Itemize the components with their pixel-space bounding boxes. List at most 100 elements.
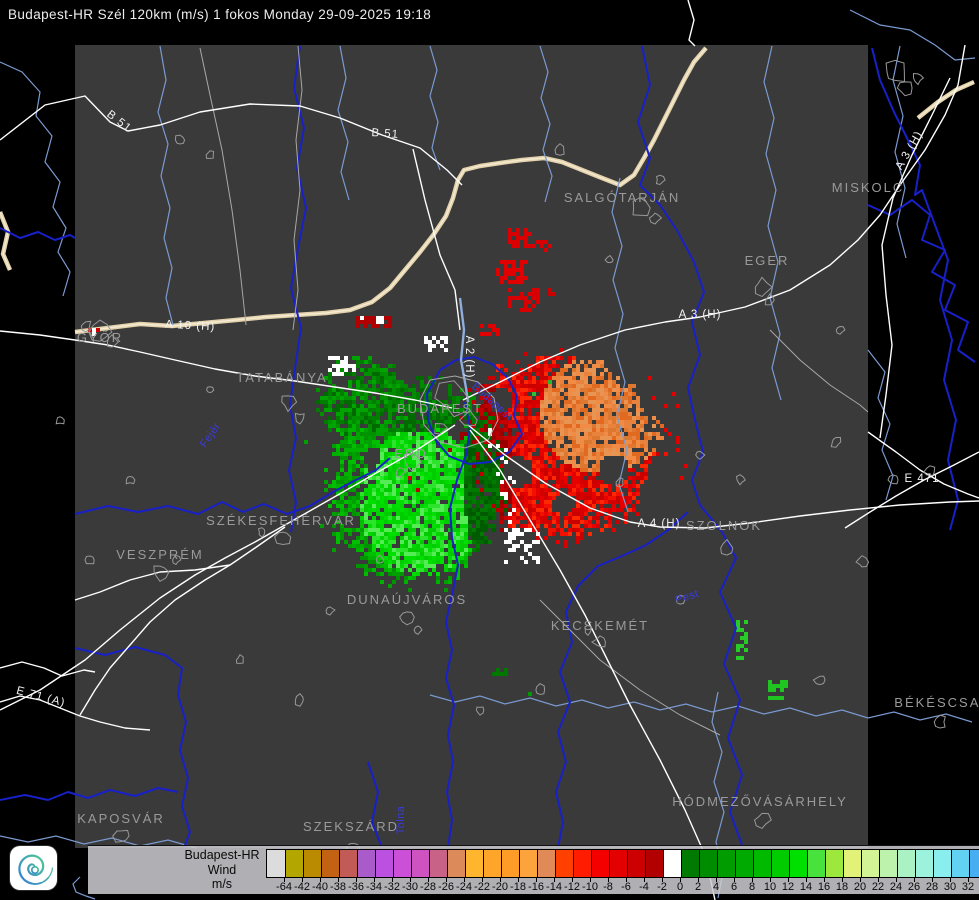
color-scale-tick-label: -30 — [402, 881, 418, 893]
color-scale-tick — [428, 878, 429, 882]
legend-panel: Budapest-HR Wind m/s -64 -42 -40 -38 -36 -34-… — [88, 845, 979, 894]
color-scale-tick-label: -34 — [366, 881, 382, 893]
settlement-outline — [590, 635, 606, 648]
settlement-outline — [753, 812, 772, 830]
color-scale-tick-label: -36 — [348, 881, 364, 893]
color-scale-tick — [410, 878, 411, 882]
color-scale-tick — [446, 878, 447, 882]
color-scale-cell — [699, 850, 717, 877]
settlement-outline — [174, 134, 186, 145]
color-scale-tick — [680, 878, 681, 882]
color-scale-tick-label: 8 — [748, 881, 756, 893]
color-scale-tick-label: -12 — [564, 881, 580, 893]
major-road — [0, 424, 456, 711]
major-road — [79, 526, 286, 716]
color-scale-tick-label: -16 — [528, 881, 544, 893]
settlement-outline — [434, 380, 469, 418]
legend-bar: Budapest-HR Wind m/s -64 -42 -40 -38 -36 -34-… — [0, 845, 979, 894]
settlement-outline — [274, 531, 292, 545]
color-scale-tick-label: 30 — [943, 881, 957, 893]
major-road — [0, 695, 151, 731]
color-scale-cell — [645, 850, 663, 877]
city-label: TATABÁNYA — [236, 370, 327, 385]
color-scale — [266, 849, 979, 878]
color-scale-tick-label: -40 — [312, 881, 328, 893]
legend-product-block: Budapest-HR Wind m/s — [180, 848, 264, 892]
river-border-line — [74, 646, 191, 849]
settlement-outline — [655, 174, 666, 186]
color-scale-tick — [356, 878, 357, 882]
color-scale-cell — [753, 850, 771, 877]
color-scale-cell — [807, 850, 825, 877]
settlement-outline — [258, 527, 266, 538]
color-scale-cell — [303, 850, 321, 877]
settlement-outline — [632, 197, 651, 217]
color-scale-tick-label: 10 — [763, 881, 777, 893]
settlement-outline — [55, 416, 65, 425]
city-label: DUNAÚJVÁROS — [347, 592, 467, 607]
color-scale-tick — [392, 878, 393, 882]
spiral-eye — [30, 865, 39, 874]
color-scale-cell — [825, 850, 843, 877]
color-scale-cell — [681, 850, 699, 877]
county-label: Tolna — [395, 805, 407, 834]
color-scale-tick — [644, 878, 645, 882]
major-road — [867, 431, 979, 499]
color-scale-tick-label: -24 — [456, 881, 472, 893]
color-scale-cell — [951, 850, 969, 877]
color-scale-tick-label: -14 — [546, 881, 562, 893]
stream-line — [72, 876, 96, 900]
radar-echo-pixels — [460, 384, 512, 524]
radar-echo-pixels — [360, 432, 472, 576]
color-scale-tick — [590, 878, 591, 882]
secondary-road — [769, 329, 869, 413]
settlement-outline — [88, 319, 113, 342]
major-road — [0, 95, 463, 186]
stream-line — [157, 45, 174, 326]
color-scale-tick — [896, 878, 897, 882]
color-scale-cell — [843, 850, 861, 877]
color-scale-tick — [860, 878, 861, 882]
major-road — [469, 429, 716, 900]
road-label: A 2 (H) — [463, 336, 475, 379]
settlement-outline — [106, 334, 119, 348]
legend-product-param: Wind — [207, 862, 237, 877]
color-scale-tick — [842, 878, 843, 882]
color-scale-tick-label: 6 — [730, 881, 738, 893]
stream-line — [337, 45, 350, 201]
settlement-outline — [830, 436, 842, 448]
color-scale-tick — [338, 878, 339, 882]
color-scale-tick — [950, 878, 951, 882]
color-scale-tick — [518, 878, 519, 882]
city-label: KECSKEMÉT — [551, 618, 649, 633]
settlement-outline — [835, 326, 846, 335]
settlement-outline — [399, 611, 415, 626]
radar-echo-pixels — [364, 432, 472, 572]
radar-echo-pixels — [332, 428, 472, 592]
river-border-line — [867, 199, 976, 363]
color-scale-cell — [483, 850, 501, 877]
secondary-road — [419, 375, 499, 449]
settlement-outline — [206, 386, 215, 394]
radar-echo-pixels — [316, 360, 404, 440]
color-scale-tick — [320, 878, 321, 882]
city-label: BÉKÉSCSABA — [894, 695, 979, 710]
major-road — [74, 564, 231, 601]
color-scale-cell — [411, 850, 429, 877]
radar-echo-pixels — [368, 428, 468, 576]
color-scale-tick — [302, 878, 303, 882]
color-scale-tick — [536, 878, 537, 882]
stream-line — [763, 45, 782, 401]
color-scale-tick — [500, 878, 501, 882]
stream-line — [849, 9, 976, 61]
color-scale-tick — [572, 878, 573, 882]
city-label: SZEKSZÁRD — [303, 819, 399, 834]
river-border-line — [637, 45, 743, 846]
river-border-line — [0, 227, 76, 241]
settlement-outline — [325, 606, 336, 616]
color-scale-tick — [284, 878, 285, 882]
color-scale-tick-label: -6 — [621, 881, 631, 893]
color-scale-cell — [393, 850, 411, 877]
radar-echo-pixels — [500, 356, 648, 544]
